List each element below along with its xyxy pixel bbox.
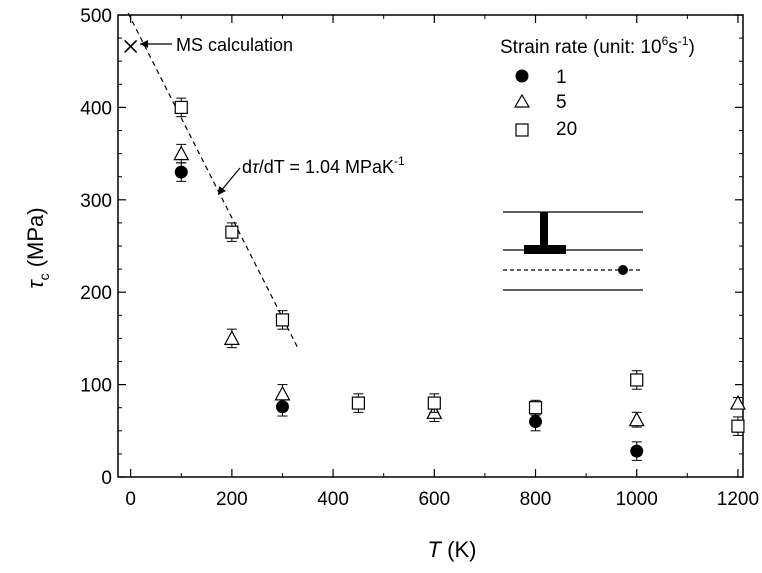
data-point-series-5 [729, 394, 746, 410]
legend: Strain rate (unit: 106s-1) 1 5 20 [500, 34, 695, 140]
data-point-series-20 [427, 393, 441, 413]
slope-arrow-head [218, 186, 226, 195]
slope-annotation: dτ/dT = 1.04 MPaK-1 [218, 154, 405, 195]
data-point-series-20 [630, 370, 644, 390]
x-tick-label: 1200 [717, 489, 759, 510]
marker-square [351, 396, 365, 410]
marker-square [630, 373, 644, 387]
legend-label-1: 1 [556, 67, 567, 88]
data-point-series-20 [528, 399, 543, 416]
marker-square [174, 100, 188, 115]
x-tick-label: 800 [520, 489, 552, 510]
data-point-series-5 [628, 411, 645, 428]
data-point-series-5 [274, 384, 291, 404]
inset-dislocation-base [524, 245, 566, 254]
inset-solute-atom [618, 265, 628, 275]
inset-dislocation-stem [540, 212, 548, 247]
y-tick-label: 200 [80, 283, 112, 304]
fit-line [127, 12, 299, 348]
marker-square [225, 225, 239, 239]
data-point-series-1 [630, 441, 644, 461]
x-tick-label: 600 [418, 489, 450, 510]
ms-annotation: MS calculation [124, 35, 293, 55]
data-point-series-20 [351, 393, 365, 413]
marker-circle [529, 415, 543, 429]
inset-diagram [503, 211, 643, 291]
legend-title: Strain rate (unit: 106s-1) [500, 34, 695, 58]
data-point-series-5 [173, 143, 190, 164]
ticks: 0 200 400 600 800 1000 1200 0 100 200 300 400 500 [80, 6, 759, 510]
marker-square [528, 401, 543, 415]
x-tick-label: 400 [317, 489, 349, 510]
ms-arrow-head [140, 40, 148, 48]
legend-marker-20 [515, 123, 529, 137]
x-tick-label: 0 [125, 489, 136, 510]
marker-square [427, 396, 441, 410]
y-tick-label: 0 [101, 468, 112, 489]
data-points [173, 97, 746, 461]
ms-calculation-marker [124, 39, 138, 53]
slope-arrow-line [219, 167, 241, 193]
data-point-series-5 [223, 328, 240, 349]
x-axis-title: T (K) [428, 537, 477, 562]
y-tick-label: 100 [80, 376, 112, 397]
legend-marker-1 [515, 69, 529, 83]
ms-calculation-label: MS calculation [176, 35, 293, 55]
y-tick-label: 500 [80, 6, 112, 27]
data-point-series-20 [225, 222, 239, 242]
x-tick-label: 200 [216, 489, 248, 510]
marker-triangle [173, 145, 190, 161]
marker-square [731, 419, 745, 433]
y-tick-label: 400 [80, 98, 112, 119]
marker-triangle [729, 394, 746, 410]
legend-label-20: 20 [556, 119, 577, 140]
y-axis-title: τc (MPa) [23, 207, 52, 288]
data-point-series-20 [731, 416, 745, 436]
legend-label-5: 5 [556, 92, 567, 113]
marker-circle [174, 165, 188, 179]
marker-circle [630, 444, 644, 458]
ms-marker-stroke [124, 39, 138, 53]
data-point-series-20 [275, 310, 290, 330]
fit-line-segment [127, 12, 299, 348]
x-tick-label: 1000 [616, 489, 658, 510]
legend-marker-5 [513, 93, 531, 108]
data-point-series-20 [174, 97, 188, 118]
marker-square [275, 313, 290, 327]
slope-label: dτ/dT = 1.04 MPaK-1 [242, 154, 405, 177]
y-tick-label: 300 [80, 191, 112, 212]
marker-triangle [274, 385, 291, 401]
marker-triangle [223, 330, 240, 345]
data-point-series-1 [174, 162, 188, 182]
marker-triangle [628, 411, 645, 427]
